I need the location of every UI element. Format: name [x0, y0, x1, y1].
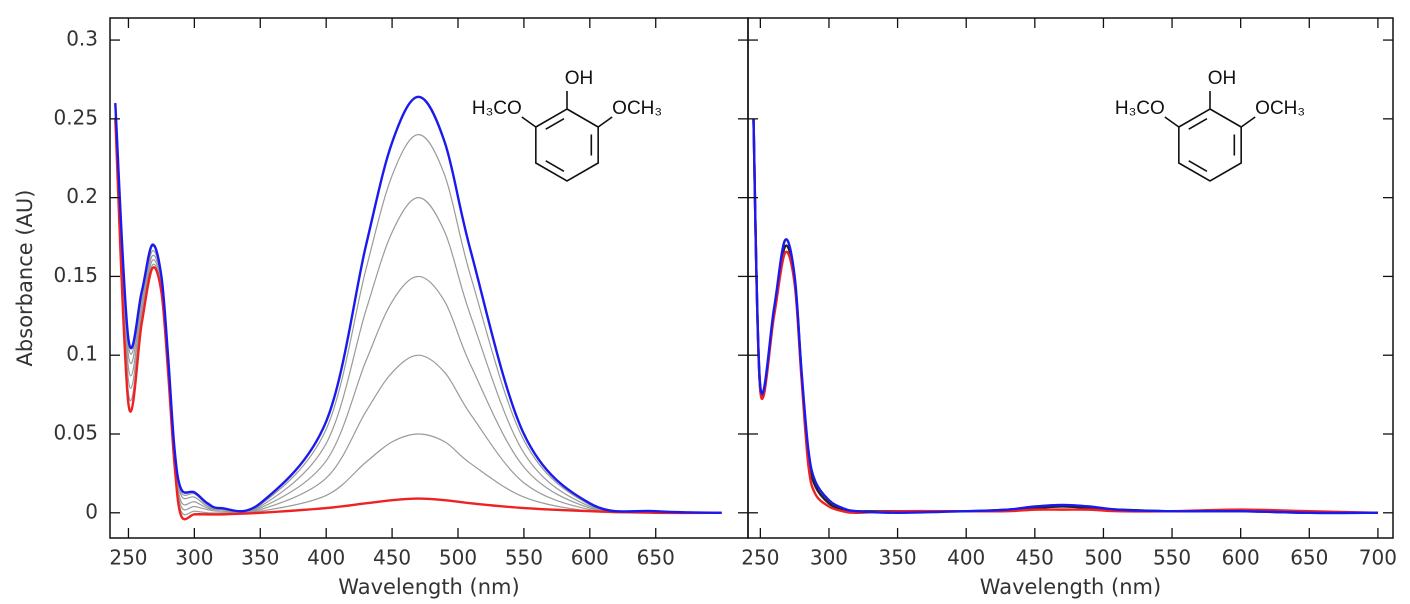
spectrum-line	[114, 95, 722, 514]
structure-label: OCH₃	[612, 98, 662, 119]
structure-label: H₃CO	[1115, 98, 1165, 119]
double-bond	[1188, 117, 1208, 130]
y-tick-label: 0.15	[53, 263, 98, 287]
double-bond	[545, 117, 565, 130]
plot-area	[752, 118, 1378, 515]
x-tick-label: 550	[505, 546, 543, 570]
x-tick-label: 400	[947, 546, 985, 570]
x-tick-label: 600	[571, 546, 609, 570]
spectrum-line	[114, 109, 722, 514]
spectrum-line	[114, 104, 722, 514]
x-tick-label: 600	[1222, 546, 1260, 570]
bond	[1240, 116, 1256, 128]
x-tick-label: 300	[175, 546, 213, 570]
plot-frame	[747, 17, 1394, 539]
structure-label: OCH₃	[1255, 98, 1305, 119]
x-tick-label: 500	[439, 546, 477, 570]
x-tick-label: 450	[373, 546, 411, 570]
spectrum-line	[114, 118, 722, 521]
benzene-ring	[1178, 108, 1242, 182]
x-axis-label: Wavelength (nm)	[338, 575, 519, 599]
x-tick-label: 650	[1290, 546, 1328, 570]
x-tick-label: 400	[307, 546, 345, 570]
x-tick-label: 500	[1084, 546, 1122, 570]
double-bond	[545, 160, 565, 173]
spectrum-line	[752, 118, 1378, 515]
bond	[1164, 116, 1180, 128]
benzene-ring	[535, 108, 599, 182]
x-tick-label: 250	[741, 546, 779, 570]
x-tick-label: 350	[878, 546, 916, 570]
x-axis-label: Wavelength (nm)	[980, 575, 1161, 599]
structure-label: H₃CO	[472, 98, 522, 119]
x-tick-label: 350	[241, 546, 279, 570]
spectrum-line	[752, 118, 1378, 515]
spectrum-line	[114, 106, 722, 514]
bond	[521, 116, 537, 128]
y-axis-label: Absorbance (AU)	[13, 190, 37, 367]
x-tick-label: 250	[109, 546, 147, 570]
double-bond	[1188, 160, 1208, 173]
y-tick-label: 0.3	[66, 27, 98, 51]
x-tick-label: 700	[1359, 546, 1397, 570]
y-tick-label: 0.05	[53, 421, 98, 445]
y-tick-label: 0.2	[66, 184, 98, 208]
x-tick-label: 550	[1153, 546, 1191, 570]
y-tick-label: 0.1	[66, 342, 98, 366]
spectrum-line	[752, 118, 1378, 514]
spectrum-line	[114, 112, 722, 514]
structure-label: OH	[565, 68, 594, 89]
spectrum-line	[114, 115, 722, 516]
x-tick-label: 450	[1016, 546, 1054, 570]
structure-label: OH	[1208, 68, 1237, 89]
y-tick-label: 0	[85, 499, 98, 523]
plot-area	[114, 95, 722, 521]
plot-frame	[109, 17, 749, 539]
x-tick-label: 300	[810, 546, 848, 570]
bond	[597, 116, 613, 128]
x-tick-label: 650	[637, 546, 675, 570]
y-tick-label: 0.25	[53, 105, 98, 129]
